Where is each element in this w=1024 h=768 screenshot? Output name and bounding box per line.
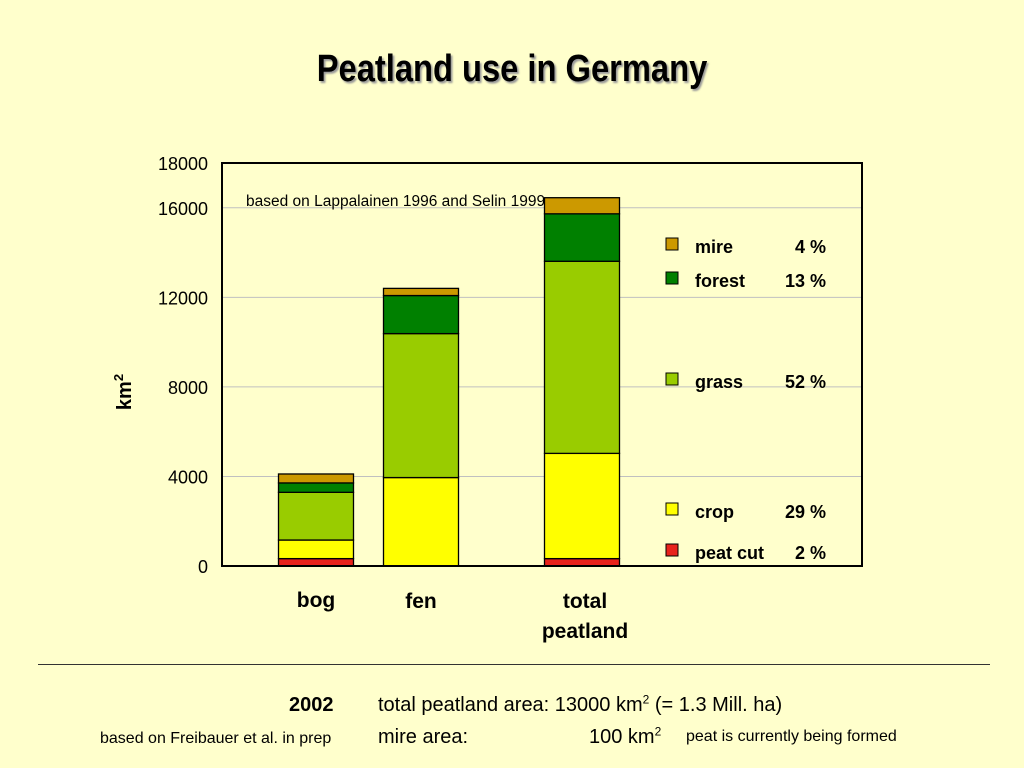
bar-segment [543,213,621,262]
plot-frame [221,162,863,567]
total-area-text: total peatland area: 13000 km [378,694,643,716]
legend-percent: 52 % [785,372,826,392]
mire-value-sup: 2 [654,724,662,739]
legend-percent: 2 % [795,543,826,563]
chart-annotation: based on Lappalainen 1996 and Selin 1999 [246,193,545,210]
page-title: Peatland use in Germany [316,48,708,90]
x-tick-label: fen [405,590,437,613]
legend-swatch [665,543,679,557]
legend-label: forest [695,271,745,291]
bar-segment [543,557,621,567]
y-axis-label: km2 [111,374,136,410]
legend-percent: 4 % [795,237,826,257]
total-area-sup: 2 [642,692,650,707]
y-tick-label: 16000 [158,199,208,219]
bar-segment [382,476,460,567]
chart: 0 4000 8000 12000 16000 18000 km2 bog fen total pe… [111,154,863,643]
bar-segment [382,294,460,335]
footer-year: 2002 [289,694,334,716]
footer-mire-note: peat is currently being formed [686,728,897,745]
bar-segment [277,539,355,560]
x-tick-label: total [563,590,607,613]
footer-mire-value: 100 km2 [589,724,662,749]
legend-swatch [665,271,679,285]
legend-label: crop [695,502,734,522]
legend-swatch [665,237,679,251]
bar-segment [382,287,460,297]
mire-value-text: 100 km [589,726,655,748]
bar-segment [543,452,621,560]
bar-segment [543,260,621,455]
bar-segment [277,557,355,567]
y-tick-label: 0 [198,557,208,577]
y-tick-label: 18000 [158,154,208,174]
legend-label: grass [695,372,743,392]
x-tick-label: bog [297,589,335,612]
bar-segment [277,473,355,484]
legend-swatch [665,372,679,386]
bar-segment [277,491,355,541]
y-tick-label: 4000 [168,467,208,487]
total-area-suffix: (= 1.3 Mill. ha) [649,694,783,716]
y-tick-label: 12000 [158,288,208,308]
legend-percent: 29 % [785,502,826,522]
legend-percent: 13 % [785,271,826,291]
divider [38,664,990,665]
bar-segment [382,332,460,479]
y-tick-label: 8000 [168,378,208,398]
bar-segment [277,482,355,493]
legend-label: peat cut [695,543,764,563]
x-tick-label: peatland [542,620,628,643]
footer-mire-label: mire area: [378,726,469,748]
footer-source: based on Freibauer et al. in prep [100,730,332,747]
legend-swatch [665,502,679,516]
footer-total-area: total peatland area: 13000 km2 (= 1.3 Mi… [378,692,783,717]
bar-segment [543,197,621,215]
legend-label: mire [695,237,733,257]
